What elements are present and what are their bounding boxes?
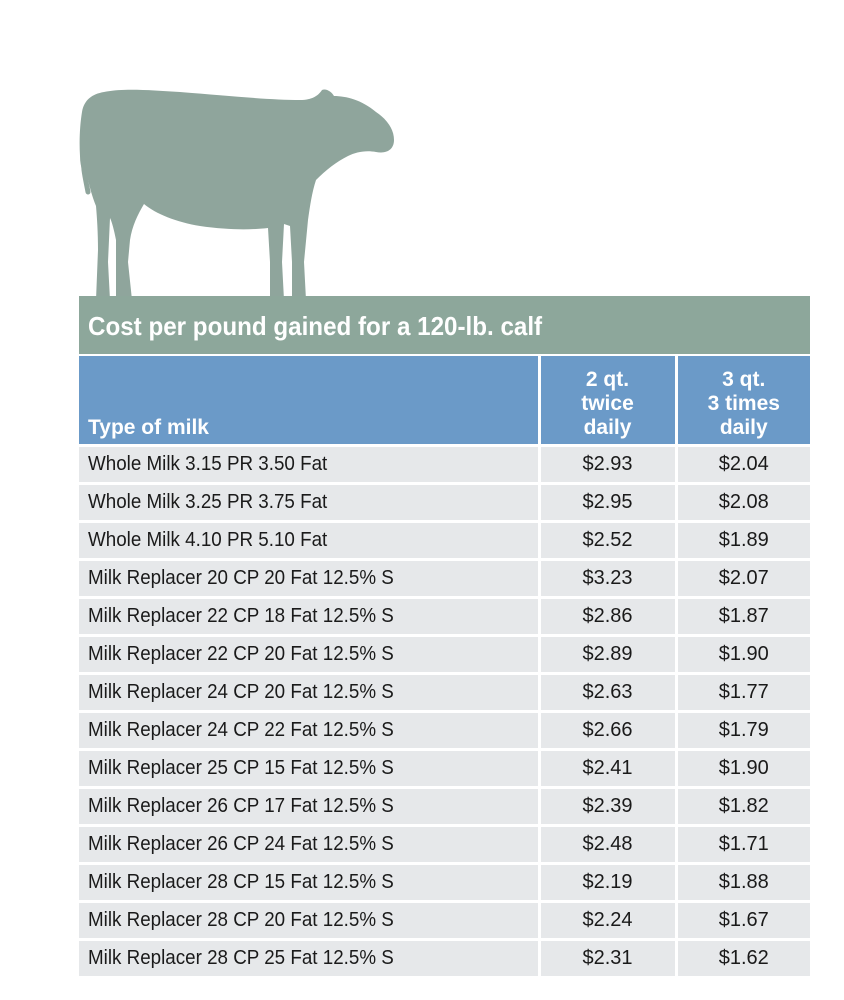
cost-table-container: Cost per pound gained for a 120-lb. calf… bbox=[79, 296, 810, 976]
cost-2qt-twice-daily: $2.31 bbox=[539, 938, 678, 976]
cost-2qt-twice-daily: $2.52 bbox=[539, 520, 678, 560]
table-header-row: Type of milk 2 qt. twice daily 3 qt. 3 t… bbox=[79, 356, 810, 446]
cost-2qt-twice-daily: $2.39 bbox=[539, 786, 678, 826]
milk-type-cell: Whole Milk 3.15 PR 3.50 Fat bbox=[79, 444, 541, 484]
cost-2qt-twice-daily: $2.24 bbox=[539, 900, 678, 940]
milk-type-label: Whole Milk 3.25 PR 3.75 Fat bbox=[88, 491, 328, 513]
milk-type-cell: Whole Milk 4.10 PR 5.10 Fat bbox=[79, 520, 541, 560]
table-row: Whole Milk 3.15 PR 3.50 Fat $2.93 $2.04 bbox=[79, 444, 810, 484]
header-2qt-line2: twice bbox=[581, 392, 634, 415]
cost-table: Type of milk 2 qt. twice daily 3 qt. 3 t… bbox=[79, 356, 810, 976]
cost-3qt-3-times-daily: $2.04 bbox=[676, 444, 810, 484]
milk-type-cell: Whole Milk 3.25 PR 3.75 Fat bbox=[79, 482, 541, 522]
milk-type-label: Milk Replacer 26 CP 17 Fat 12.5% S bbox=[88, 795, 394, 817]
milk-type-label: Milk Replacer 28 CP 15 Fat 12.5% S bbox=[88, 871, 394, 893]
cost-3qt-3-times-daily: $1.89 bbox=[676, 520, 810, 560]
cost-3qt-3-times-daily: $1.62 bbox=[676, 938, 810, 976]
milk-type-label: Whole Milk 4.10 PR 5.10 Fat bbox=[88, 529, 328, 551]
milk-type-label: Milk Replacer 28 CP 20 Fat 12.5% S bbox=[88, 909, 394, 931]
milk-type-cell: Milk Replacer 20 CP 20 Fat 12.5% S bbox=[79, 558, 541, 598]
cost-3qt-3-times-daily: $1.77 bbox=[676, 672, 810, 712]
cost-2qt-twice-daily: $2.95 bbox=[539, 482, 678, 522]
cost-2qt-twice-daily: $2.63 bbox=[539, 672, 678, 712]
milk-type-cell: Milk Replacer 25 CP 15 Fat 12.5% S bbox=[79, 748, 541, 788]
table-title: Cost per pound gained for a 120-lb. calf bbox=[79, 296, 810, 356]
header-2qt-line3: daily bbox=[583, 416, 632, 439]
cost-3qt-3-times-daily: $1.71 bbox=[676, 824, 810, 864]
cost-2qt-twice-daily: $2.89 bbox=[539, 634, 678, 674]
cost-3qt-3-times-daily: $1.88 bbox=[676, 862, 810, 902]
milk-type-label: Milk Replacer 20 CP 20 Fat 12.5% S bbox=[88, 567, 394, 589]
cost-2qt-twice-daily: $2.41 bbox=[539, 748, 678, 788]
header-2qt-line1: 2 qt. bbox=[585, 368, 630, 391]
header-type-of-milk: Type of milk bbox=[79, 356, 541, 446]
milk-type-cell: Milk Replacer 26 CP 17 Fat 12.5% S bbox=[79, 786, 541, 826]
table-row: Milk Replacer 28 CP 15 Fat 12.5% S $2.19 $… bbox=[79, 862, 810, 902]
table-row: Whole Milk 4.10 PR 5.10 Fat $2.52 $1.89 bbox=[79, 520, 810, 560]
cost-2qt-twice-daily: $2.66 bbox=[539, 710, 678, 750]
cost-3qt-3-times-daily: $2.08 bbox=[676, 482, 810, 522]
milk-type-cell: Milk Replacer 28 CP 20 Fat 12.5% S bbox=[79, 900, 541, 940]
header-3qt-line3: daily bbox=[719, 416, 768, 439]
cost-3qt-3-times-daily: $1.90 bbox=[676, 748, 810, 788]
milk-type-cell: Milk Replacer 24 CP 20 Fat 12.5% S bbox=[79, 672, 541, 712]
table-title-text: Cost per pound gained for a 120-lb. calf bbox=[88, 311, 543, 341]
table-row: Milk Replacer 26 CP 17 Fat 12.5% S $2.39 $… bbox=[79, 786, 810, 826]
milk-type-cell: Milk Replacer 24 CP 22 Fat 12.5% S bbox=[79, 710, 541, 750]
cost-3qt-3-times-daily: $1.79 bbox=[676, 710, 810, 750]
cost-2qt-twice-daily: $2.19 bbox=[539, 862, 678, 902]
cost-3qt-3-times-daily: $2.07 bbox=[676, 558, 810, 598]
cost-2qt-twice-daily: $2.93 bbox=[539, 444, 678, 484]
milk-type-label: Milk Replacer 26 CP 24 Fat 12.5% S bbox=[88, 833, 394, 855]
milk-type-cell: Milk Replacer 26 CP 24 Fat 12.5% S bbox=[79, 824, 541, 864]
cost-3qt-3-times-daily: $1.87 bbox=[676, 596, 810, 636]
milk-type-cell: Milk Replacer 22 CP 18 Fat 12.5% S bbox=[79, 596, 541, 636]
milk-type-cell: Milk Replacer 28 CP 15 Fat 12.5% S bbox=[79, 862, 541, 902]
milk-type-label: Whole Milk 3.15 PR 3.50 Fat bbox=[88, 453, 328, 475]
milk-type-label: Milk Replacer 24 CP 20 Fat 12.5% S bbox=[88, 681, 394, 703]
header-3qt-3-times-daily: 3 qt. 3 times daily bbox=[676, 356, 810, 446]
table-row: Milk Replacer 28 CP 25 Fat 12.5% S $2.31 $… bbox=[79, 938, 810, 976]
cost-3qt-3-times-daily: $1.82 bbox=[676, 786, 810, 826]
milk-type-label: Milk Replacer 28 CP 25 Fat 12.5% S bbox=[88, 947, 394, 969]
cost-3qt-3-times-daily: $1.90 bbox=[676, 634, 810, 674]
milk-type-label: Milk Replacer 22 CP 20 Fat 12.5% S bbox=[88, 643, 394, 665]
table-row: Milk Replacer 22 CP 18 Fat 12.5% S $2.86 $… bbox=[79, 596, 810, 636]
cost-3qt-3-times-daily: $1.67 bbox=[676, 900, 810, 940]
header-3qt-line2: 3 times bbox=[707, 392, 780, 415]
milk-type-label: Milk Replacer 24 CP 22 Fat 12.5% S bbox=[88, 719, 394, 741]
milk-type-cell: Milk Replacer 28 CP 25 Fat 12.5% S bbox=[79, 938, 541, 976]
milk-type-label: Milk Replacer 25 CP 15 Fat 12.5% S bbox=[88, 757, 394, 779]
table-row: Milk Replacer 26 CP 24 Fat 12.5% S $2.48 $… bbox=[79, 824, 810, 864]
table-row: Milk Replacer 22 CP 20 Fat 12.5% S $2.89 $… bbox=[79, 634, 810, 674]
table-row: Milk Replacer 28 CP 20 Fat 12.5% S $2.24 $… bbox=[79, 900, 810, 940]
cost-2qt-twice-daily: $2.86 bbox=[539, 596, 678, 636]
milk-type-label: Milk Replacer 22 CP 18 Fat 12.5% S bbox=[88, 605, 394, 627]
cost-2qt-twice-daily: $2.48 bbox=[539, 824, 678, 864]
header-3qt-line1: 3 qt. bbox=[722, 368, 766, 391]
table-row: Whole Milk 3.25 PR 3.75 Fat $2.95 $2.08 bbox=[79, 482, 810, 522]
table-row: Milk Replacer 20 CP 20 Fat 12.5% S $3.23 $… bbox=[79, 558, 810, 598]
cost-2qt-twice-daily: $3.23 bbox=[539, 558, 678, 598]
table-row: Milk Replacer 24 CP 20 Fat 12.5% S $2.63 $… bbox=[79, 672, 810, 712]
calf-silhouette-icon bbox=[79, 89, 394, 300]
header-2qt-twice-daily: 2 qt. twice daily bbox=[539, 356, 678, 446]
milk-type-cell: Milk Replacer 22 CP 20 Fat 12.5% S bbox=[79, 634, 541, 674]
table-row: Milk Replacer 24 CP 22 Fat 12.5% S $2.66 $… bbox=[79, 710, 810, 750]
table-row: Milk Replacer 25 CP 15 Fat 12.5% S $2.41 $… bbox=[79, 748, 810, 788]
